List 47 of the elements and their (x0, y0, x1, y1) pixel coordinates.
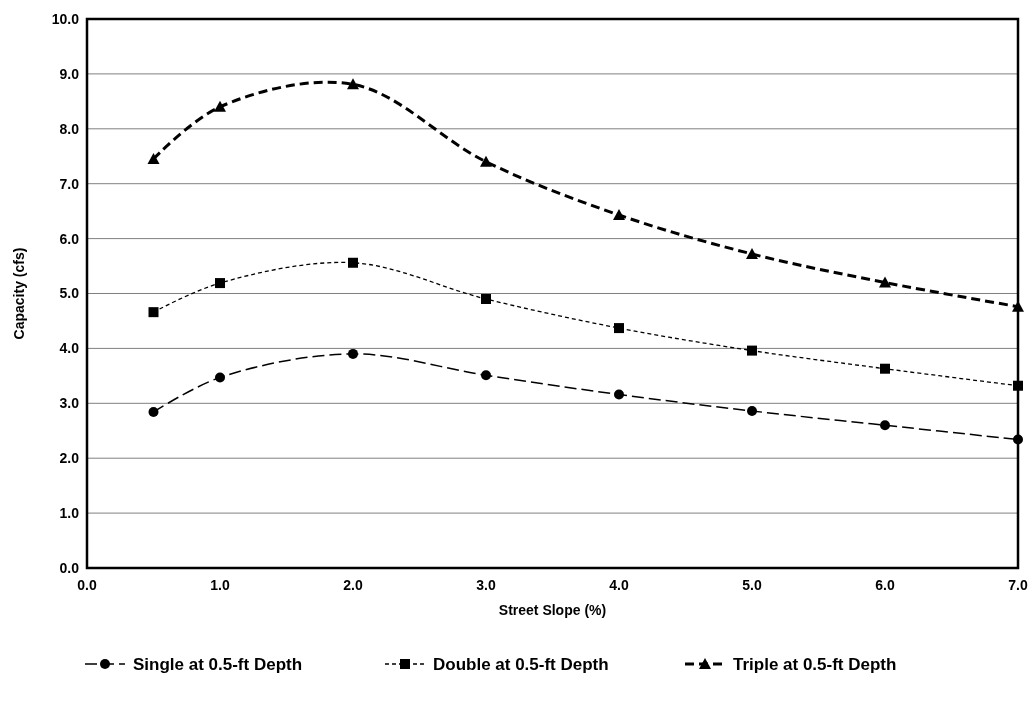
point (880, 420, 890, 431)
point (747, 345, 757, 356)
legend-label: Single at 0.5-ft Depth (133, 654, 303, 674)
point (347, 78, 359, 90)
point (1013, 434, 1023, 445)
y-axis-title: Capacity (cfs) (11, 247, 27, 340)
point (614, 323, 624, 334)
point (148, 407, 159, 418)
point (613, 208, 625, 220)
y-tick-label: 9.0 (59, 65, 80, 82)
point (348, 348, 358, 359)
x-axis-title: Street Slope (%) (498, 602, 607, 618)
y-tick-label: 0.0 (59, 559, 80, 576)
y-tick-label: 8.0 (59, 120, 80, 137)
x-tick-label: 7.0 (1008, 577, 1028, 593)
point (214, 100, 226, 112)
x-tick-label: 0.0 (77, 577, 97, 593)
y-tick-label: 2.0 (59, 450, 80, 467)
point (879, 276, 891, 288)
legend-label: Triple at 0.5-ft Depth (733, 654, 897, 674)
point (747, 405, 757, 416)
x-tick-label: 3.0 (476, 577, 496, 593)
point (880, 363, 890, 374)
y-tick-label: 4.0 (59, 340, 80, 357)
y-tick-label: 10.0 (51, 10, 80, 27)
x-tick-label: 4.0 (609, 577, 629, 593)
legend-label: Double at 0.5-ft Depth (433, 654, 609, 674)
point (148, 307, 159, 318)
y-tick-label: 3.0 (59, 395, 80, 412)
point (215, 278, 225, 289)
point (481, 293, 491, 304)
y-tick-label: 6.0 (59, 230, 80, 247)
x-tick-label: 1.0 (210, 577, 230, 593)
x-tick-label: 6.0 (875, 577, 895, 593)
point (348, 257, 358, 268)
x-tick-label: 2.0 (343, 577, 363, 593)
point (480, 155, 492, 167)
point (746, 247, 758, 259)
point (1013, 380, 1023, 391)
point (215, 372, 225, 383)
y-tick-label: 5.0 (59, 285, 80, 302)
y-tick-label: 7.0 (59, 175, 80, 192)
x-tick-label: 5.0 (742, 577, 762, 593)
point (147, 153, 160, 164)
point (614, 389, 624, 400)
point (481, 370, 491, 381)
y-tick-label: 1.0 (59, 505, 80, 521)
